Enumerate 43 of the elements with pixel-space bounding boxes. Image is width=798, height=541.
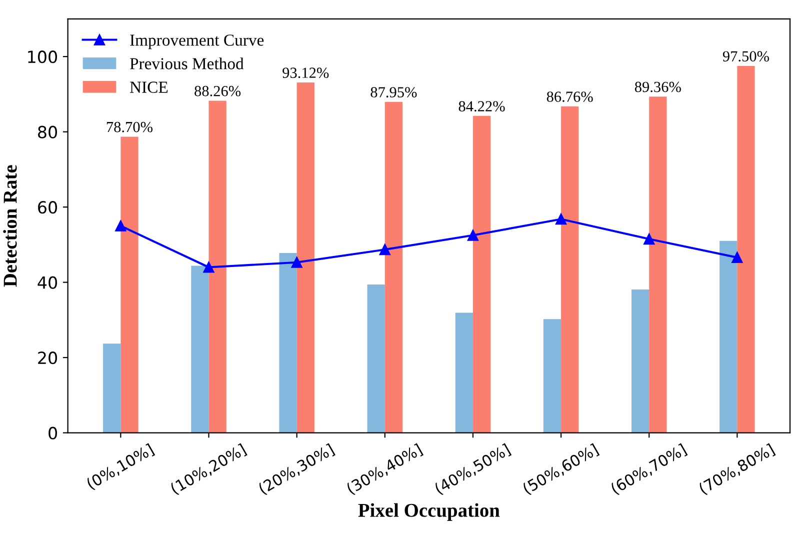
bar — [296, 82, 314, 433]
legend-label: Improvement Curve — [130, 34, 264, 50]
bar — [720, 240, 738, 433]
bar — [543, 319, 562, 433]
data-label: 87.95% — [370, 87, 417, 98]
data-label: 93.12% — [282, 68, 329, 78]
legend-label: NICE — [130, 82, 168, 93]
point — [467, 230, 479, 241]
point — [644, 233, 655, 245]
bar — [631, 289, 650, 433]
data-label: 84.22% — [458, 101, 505, 112]
y-tick-label: 0 — [48, 426, 57, 440]
bar — [191, 266, 209, 433]
bar — [455, 312, 473, 433]
bar — [279, 252, 297, 433]
bar — [367, 284, 385, 433]
bar — [103, 344, 121, 433]
point — [555, 214, 567, 225]
data-label: 89.36% — [634, 82, 681, 92]
data-label: 97.50% — [722, 51, 770, 62]
point — [115, 220, 126, 232]
x-axis-title: Pixel Occupation — [358, 503, 500, 521]
bar — [649, 96, 667, 433]
y-tick-label: 20 — [38, 352, 57, 364]
y-tick-label: 100 — [28, 50, 57, 64]
bar — [208, 100, 226, 433]
bar — [384, 102, 403, 433]
point — [203, 262, 214, 273]
data-label: 86.76% — [546, 92, 593, 102]
data-label: 78.70% — [106, 122, 153, 132]
point — [379, 244, 390, 256]
bar — [561, 106, 579, 433]
legend-label: Previous Method — [130, 58, 244, 70]
bar — [472, 116, 491, 433]
bar — [120, 136, 138, 433]
bar — [737, 66, 755, 433]
y-tick-label: 40 — [38, 276, 57, 289]
y-tick-label: 80 — [38, 126, 57, 138]
point — [291, 256, 302, 268]
data-label: 88.26% — [194, 86, 241, 96]
y-axis-title: Detection Rate — [3, 165, 17, 287]
y-tick-label: 60 — [38, 201, 57, 214]
point — [732, 252, 743, 264]
